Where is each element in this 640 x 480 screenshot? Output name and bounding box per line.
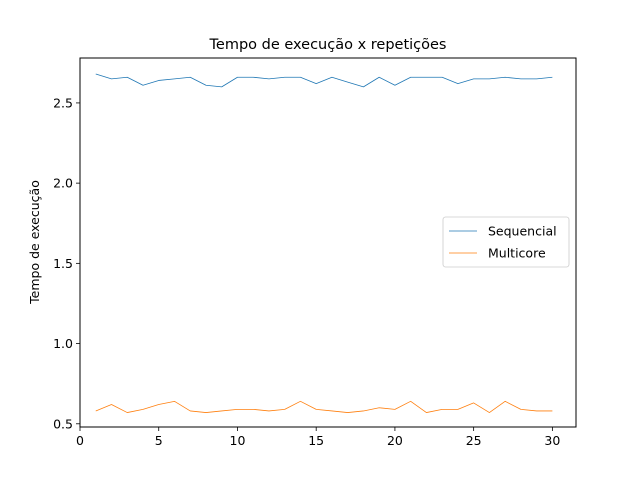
- data-point-multicore: [158, 404, 159, 405]
- legend-box: [442, 216, 570, 268]
- data-point-sequencial: [205, 85, 206, 86]
- data-point-sequencial: [284, 77, 285, 78]
- data-point-multicore: [363, 410, 364, 411]
- data-point-multicore: [174, 401, 175, 402]
- data-point-sequencial: [347, 82, 348, 83]
- x-tick-label: 20: [387, 433, 403, 448]
- data-point-sequencial: [221, 86, 222, 87]
- data-point-sequencial: [300, 77, 301, 78]
- data-point-multicore: [284, 409, 285, 410]
- legend-label-multicore: Multicore: [488, 246, 546, 261]
- y-tick-label: 1.5: [53, 256, 73, 271]
- y-tick-label: 2.5: [53, 95, 73, 110]
- data-point-sequencial: [237, 77, 238, 78]
- data-point-multicore: [190, 410, 191, 411]
- data-point-multicore: [300, 401, 301, 402]
- data-point-multicore: [331, 410, 332, 411]
- data-point-sequencial: [268, 78, 269, 79]
- chart-title: Tempo de execução x repetições: [209, 37, 447, 53]
- data-point-sequencial: [473, 78, 474, 79]
- data-point-sequencial: [442, 77, 443, 78]
- data-point-sequencial: [520, 78, 521, 79]
- legend-label-sequencial: Sequencial: [488, 224, 557, 239]
- x-tick-label: 5: [155, 433, 163, 448]
- data-point-multicore: [347, 412, 348, 413]
- data-point-multicore: [379, 407, 380, 408]
- y-axis-label: Tempo de execução: [27, 180, 42, 305]
- data-point-sequencial: [174, 78, 175, 79]
- data-point-multicore: [536, 410, 537, 411]
- y-tick-label: 1.0: [53, 336, 73, 351]
- data-point-multicore: [552, 410, 553, 411]
- data-point-sequencial: [190, 77, 191, 78]
- series-line-sequencial: [95, 73, 553, 88]
- data-point-multicore: [237, 409, 238, 410]
- data-point-sequencial: [457, 83, 458, 84]
- data-point-multicore: [95, 410, 96, 411]
- data-point-multicore: [505, 401, 506, 402]
- plot-frame: [79, 57, 577, 428]
- data-point-multicore: [205, 412, 206, 413]
- data-point-sequencial: [489, 78, 490, 79]
- data-point-sequencial: [331, 77, 332, 78]
- data-point-sequencial: [127, 77, 128, 78]
- data-point-sequencial: [426, 77, 427, 78]
- series-line-multicore: [95, 400, 553, 413]
- data-point-multicore: [489, 412, 490, 413]
- y-tick-label: 0.5: [53, 416, 73, 431]
- data-point-sequencial: [505, 77, 506, 78]
- x-tick-label: 30: [544, 433, 560, 448]
- x-tick-label: 25: [466, 433, 482, 448]
- data-point-multicore: [426, 412, 427, 413]
- data-point-sequencial: [142, 85, 143, 86]
- ticks-layer: 0 5 10 15 20 25 30 0.5 1.0 1.5 2.0 2.5: [53, 95, 560, 448]
- data-point-multicore: [111, 404, 112, 405]
- data-point-multicore: [142, 409, 143, 410]
- data-point-multicore: [410, 401, 411, 402]
- x-tick-label: 15: [308, 433, 324, 448]
- data-point-sequencial: [253, 77, 254, 78]
- data-point-multicore: [473, 402, 474, 403]
- data-point-sequencial: [363, 86, 364, 87]
- x-tick-label: 10: [230, 433, 246, 448]
- data-point-sequencial: [95, 74, 96, 75]
- data-point-sequencial: [379, 77, 380, 78]
- data-point-multicore: [316, 409, 317, 410]
- data-point-sequencial: [536, 78, 537, 79]
- data-point-sequencial: [410, 77, 411, 78]
- data-point-multicore: [253, 409, 254, 410]
- data-point-sequencial: [158, 80, 159, 81]
- data-point-multicore: [442, 409, 443, 410]
- x-tick-label: 0: [76, 433, 84, 448]
- legend: Sequencial Multicore: [442, 216, 570, 268]
- data-point-multicore: [394, 409, 395, 410]
- data-point-sequencial: [316, 83, 317, 84]
- y-tick-label: 2.0: [53, 176, 73, 191]
- data-point-multicore: [127, 412, 128, 413]
- data-point-sequencial: [552, 77, 553, 78]
- series-layer: [95, 73, 553, 413]
- data-point-multicore: [520, 409, 521, 410]
- data-point-sequencial: [111, 78, 112, 79]
- data-point-multicore: [221, 410, 222, 411]
- data-point-sequencial: [394, 85, 395, 86]
- data-point-multicore: [457, 409, 458, 410]
- data-point-multicore: [268, 410, 269, 411]
